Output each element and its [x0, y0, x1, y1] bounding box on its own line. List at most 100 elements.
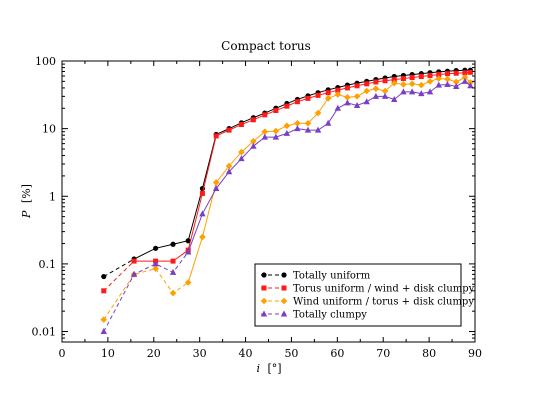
- legend-item: Torus uniform / wind + disk clumpy: [261, 284, 475, 295]
- series-line-dashed: [103, 268, 189, 320]
- data-point: [408, 80, 416, 88]
- data-point: [185, 238, 191, 244]
- legend-label: Torus uniform / wind + disk clumpy: [293, 284, 475, 295]
- legend-box: [254, 263, 462, 327]
- axes: 0 10 20 30 40 50 60 70 80 90 0.01 0.1 1 10 100: [32, 55, 483, 360]
- data-point: [452, 78, 460, 86]
- x-axis-title: i [°]: [256, 362, 281, 375]
- data-point: [373, 79, 379, 85]
- x-tick-label: 50: [284, 347, 298, 360]
- data-point: [250, 137, 257, 145]
- data-point: [261, 128, 269, 136]
- y-tick-label: 1: [49, 190, 56, 203]
- legend-item: Wind uniform / torus + disk clumpy: [260, 297, 474, 308]
- data-point: [344, 85, 350, 91]
- data-point: [304, 126, 312, 133]
- data-point: [153, 245, 159, 251]
- data-point: [400, 88, 407, 95]
- data-point: [418, 81, 425, 89]
- data-point: [444, 80, 451, 87]
- data-point: [294, 99, 300, 105]
- series-3: [100, 77, 474, 335]
- data-point: [101, 288, 107, 294]
- series-line-dashed: [103, 258, 135, 277]
- data-point: [418, 90, 425, 97]
- data-point: [262, 112, 268, 118]
- data-point: [325, 90, 331, 96]
- data-point: [315, 92, 321, 98]
- data-point: [261, 133, 269, 140]
- data-point: [467, 69, 473, 75]
- data-point: [304, 119, 312, 127]
- data-point: [131, 258, 137, 264]
- legend: Totally uniform Torus uniform / wind + di…: [254, 263, 475, 327]
- data-point: [363, 98, 370, 105]
- data-point: [435, 81, 442, 88]
- data-point: [400, 81, 407, 88]
- data-point: [461, 77, 469, 84]
- data-point: [400, 76, 406, 82]
- legend-label: Totally uniform: [293, 271, 371, 282]
- data-point: [199, 233, 206, 241]
- data-point: [272, 127, 280, 135]
- data-point: [212, 179, 220, 186]
- data-point: [314, 109, 322, 117]
- legend-label: Totally clumpy: [293, 310, 367, 321]
- data-point: [467, 82, 474, 89]
- data-point: [391, 77, 397, 83]
- data-point: [283, 122, 291, 130]
- y-tick-label: 100: [35, 55, 56, 68]
- data-point: [462, 70, 468, 76]
- data-point: [101, 273, 107, 280]
- data-point: [100, 316, 108, 323]
- data-point: [435, 75, 443, 82]
- data-point: [436, 72, 442, 78]
- data-point: [334, 104, 341, 111]
- legend-marker: [280, 310, 288, 317]
- data-point: [294, 125, 301, 132]
- legend-marker: [261, 272, 267, 278]
- y-tick-label: 10: [42, 123, 56, 136]
- data-point: [427, 73, 433, 79]
- data-point: [372, 85, 380, 92]
- legend-marker: [260, 310, 268, 317]
- x-tick-label: 70: [376, 347, 390, 360]
- y-axis-unit: [%]: [20, 184, 33, 203]
- data-point: [372, 92, 380, 99]
- data-point: [344, 94, 351, 101]
- data-point: [170, 241, 176, 247]
- data-point: [284, 103, 290, 109]
- data-point: [381, 92, 389, 99]
- data-point: [100, 328, 107, 335]
- legend-marker: [280, 297, 288, 305]
- legend-marker: [260, 297, 268, 305]
- legend-label: Wind uniform / torus + disk clumpy: [293, 297, 474, 308]
- data-point: [453, 70, 459, 76]
- data-point: [408, 88, 416, 95]
- x-tick-label: 60: [330, 347, 344, 360]
- data-point: [305, 95, 311, 101]
- x-tick-label: 0: [59, 347, 66, 360]
- legend-item: Totally uniform: [261, 271, 371, 282]
- legend-item: Totally clumpy: [260, 310, 367, 321]
- data-point: [363, 87, 371, 95]
- y-tick-label: 0.1: [39, 258, 57, 271]
- data-point: [273, 108, 279, 114]
- data-point: [391, 95, 398, 102]
- data-point: [324, 95, 332, 102]
- data-point: [199, 190, 205, 196]
- data-point: [272, 133, 280, 140]
- data-point: [353, 93, 361, 100]
- data-point: [444, 75, 451, 83]
- data-point: [152, 265, 159, 272]
- data-point: [381, 87, 389, 95]
- data-point: [452, 82, 460, 89]
- chart-title: Compact torus: [221, 39, 311, 53]
- x-tick-label: 80: [422, 347, 436, 360]
- y-axis-title: P [%]: [20, 184, 33, 219]
- data-point: [184, 248, 192, 255]
- data-point: [212, 185, 220, 192]
- x-tick-label: 30: [193, 347, 207, 360]
- data-point: [283, 129, 291, 136]
- x-tick-label: 10: [101, 347, 115, 360]
